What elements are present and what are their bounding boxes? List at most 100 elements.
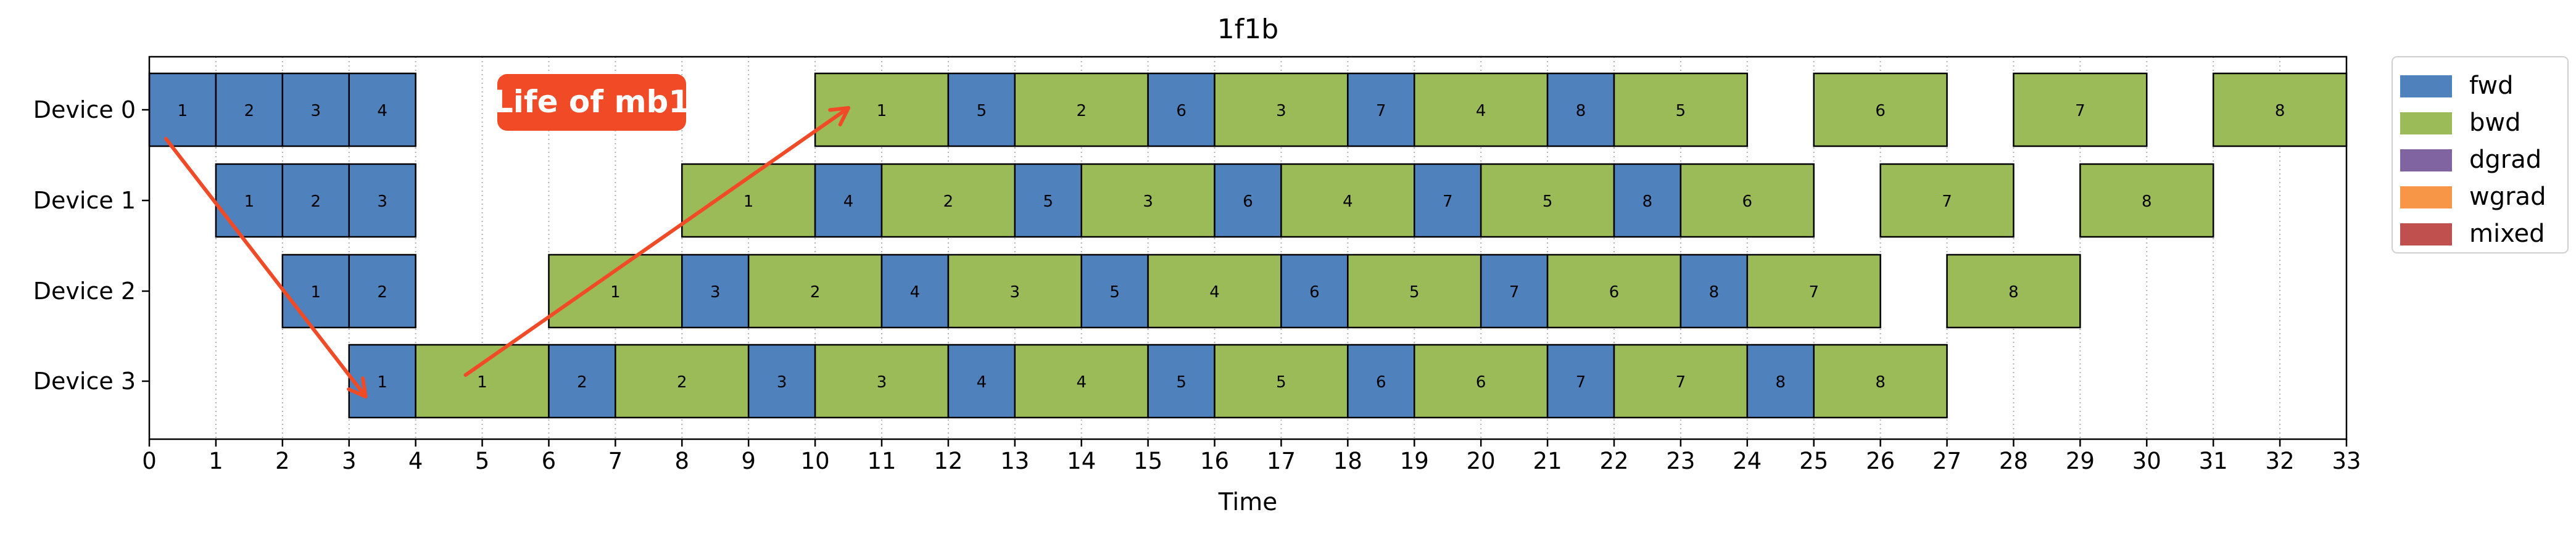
- chart-title: 1f1b: [1217, 14, 1278, 45]
- annotation-arrow-up: [463, 106, 851, 377]
- task-bar-bwd: [1214, 344, 1349, 419]
- task-bar-bwd: [1147, 254, 1282, 329]
- x-tick-label: 20: [1467, 448, 1496, 474]
- task-bar-bwd: [1813, 344, 1948, 419]
- task-bar-label: 4: [1076, 373, 1087, 392]
- task-bar-fwd: [1080, 254, 1149, 329]
- task-bar-label: 2: [244, 102, 255, 120]
- task-bar-label: 6: [1243, 192, 1253, 211]
- task-bar-label: 2: [310, 192, 321, 211]
- task-bar-label: 7: [1443, 192, 1453, 211]
- annotation-arrow-down-head: [347, 376, 368, 398]
- x-tick-label: 32: [2266, 448, 2295, 474]
- x-tick-label: 5: [475, 448, 490, 474]
- x-tick-label: 8: [674, 448, 689, 474]
- x-tick-label: 4: [408, 448, 423, 474]
- task-bar-label: 8: [1709, 283, 1720, 302]
- task-bar-fwd: [947, 344, 1016, 419]
- task-bar-bwd: [1480, 163, 1615, 238]
- task-bar-label: 5: [1276, 373, 1286, 392]
- task-bar-bwd: [1080, 163, 1216, 238]
- task-bar-label: 7: [1509, 283, 1520, 302]
- task-bar-label: 6: [1476, 373, 1486, 392]
- task-bar-label: 1: [877, 102, 887, 120]
- task-bar-label: 7: [1576, 373, 1586, 392]
- task-bar-label: 1: [178, 102, 188, 120]
- task-bar-label: 4: [1343, 192, 1353, 211]
- x-axis-label: Time: [1218, 489, 1277, 516]
- x-tick-label: 15: [1133, 448, 1162, 474]
- x-tick-label: 24: [1733, 448, 1762, 474]
- x-tick-label: 27: [1932, 448, 1961, 474]
- legend: fwd bwd dgrad wgrad mixed: [2392, 56, 2569, 254]
- task-bar-fwd: [348, 344, 416, 419]
- task-bar-label: 6: [1742, 192, 1753, 211]
- task-bar-label: 4: [1476, 102, 1486, 120]
- task-bar-label: 1: [477, 373, 487, 392]
- task-bar-fwd: [281, 72, 350, 147]
- task-bar-label: 2: [810, 283, 821, 302]
- task-bar-label: 2: [1076, 102, 1087, 120]
- x-tick-label: 18: [1333, 448, 1362, 474]
- x-tick-label: 0: [142, 448, 157, 474]
- task-bar-fwd: [1147, 344, 1216, 419]
- legend-label: bwd: [2469, 109, 2521, 137]
- task-bars: 1 2 3 4 1 5 2 6 3 7 4 8 5 6 7 8 1 2 3 1 4 2 5 3 6 4 7 5 8 6 7 8 1 2 1 3 2 4 3 5…: [148, 72, 2348, 419]
- grid-lines: [215, 57, 2281, 439]
- device-label: Device 0: [33, 96, 136, 123]
- task-bar-fwd: [548, 344, 616, 419]
- task-bar-bwd: [1613, 344, 1749, 419]
- x-tick-label: 1: [209, 448, 223, 474]
- task-bar-label: 2: [943, 192, 954, 211]
- task-bar-bwd: [747, 254, 883, 329]
- task-bar-bwd: [1679, 163, 1815, 238]
- x-tick-label: 6: [542, 448, 557, 474]
- x-tick-label: 29: [2066, 448, 2095, 474]
- task-bar-bwd: [1414, 72, 1549, 147]
- task-bar-label: 5: [1176, 373, 1187, 392]
- task-bar-bwd: [2013, 72, 2148, 147]
- annotation-label-box: [497, 74, 686, 131]
- task-bar-label: 2: [677, 373, 687, 392]
- task-bar-bwd: [1347, 254, 1482, 329]
- task-bar-label: 3: [777, 373, 787, 392]
- task-bar-bwd: [814, 344, 950, 419]
- legend-swatch-fwd: [2400, 75, 2452, 97]
- x-tick-label: 2: [275, 448, 290, 474]
- annotation-label: Life of mb1: [494, 84, 690, 120]
- task-bar-bwd: [1879, 163, 2015, 238]
- x-tick-label: 19: [1400, 448, 1429, 474]
- task-bar-bwd: [1946, 254, 2081, 329]
- task-bar-bwd: [1613, 72, 1749, 147]
- device-label: Device 2: [33, 278, 136, 305]
- task-bar-label: 5: [1676, 102, 1686, 120]
- task-bar-bwd: [1546, 254, 1682, 329]
- legend-label: mixed: [2469, 220, 2545, 248]
- task-bar-fwd: [348, 254, 416, 329]
- task-bar-label: 8: [1875, 373, 1886, 392]
- task-bar-label: 7: [1942, 192, 1952, 211]
- task-bar-fwd: [1746, 344, 1815, 419]
- x-tick-label: 3: [342, 448, 357, 474]
- task-bar-label: 3: [877, 373, 887, 392]
- task-bar-fwd: [814, 163, 883, 238]
- x-tick-label: 11: [867, 448, 896, 474]
- task-bar-label: 6: [1376, 373, 1386, 392]
- task-bar-label: 5: [1109, 283, 1120, 302]
- device-label: Device 3: [33, 368, 136, 395]
- task-bar-label: 1: [743, 192, 754, 211]
- task-bar-label: 6: [1875, 102, 1886, 120]
- task-bar-label: 4: [977, 373, 987, 392]
- x-tick-label: 10: [801, 448, 830, 474]
- x-tick-label: 31: [2199, 448, 2228, 474]
- task-bar-label: 2: [377, 283, 387, 302]
- task-bar-label: 6: [1309, 283, 1320, 302]
- plot-frame: [148, 56, 2348, 440]
- task-bar-fwd: [215, 163, 284, 238]
- x-tick-label: 16: [1200, 448, 1229, 474]
- task-bar-fwd: [1347, 344, 1415, 419]
- x-tick-label: 25: [1799, 448, 1828, 474]
- task-bar-bwd: [2079, 163, 2214, 238]
